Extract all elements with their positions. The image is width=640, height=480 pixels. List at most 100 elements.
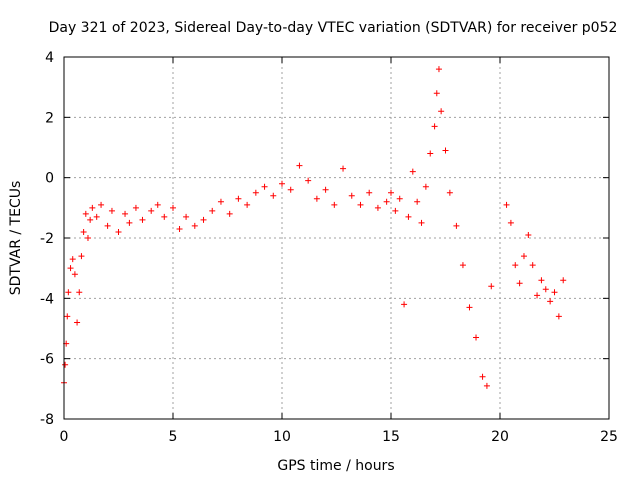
data-point [122,210,129,217]
y-tick-label: 2 [45,110,54,126]
data-point [71,271,78,278]
data-point [226,210,233,217]
data-point [82,210,89,217]
data-point [217,198,224,205]
data-point [435,66,442,73]
y-tick-label: -4 [40,291,54,307]
data-point [422,183,429,190]
data-point [252,189,259,196]
data-point [396,195,403,202]
data-point [534,292,541,299]
x-tick-label: 20 [491,429,509,445]
x-axis-label: GPS time / hours [277,458,394,474]
data-point [76,289,83,296]
data-point [183,213,190,220]
data-point [313,195,320,202]
data-point [64,313,71,320]
data-point [287,186,294,193]
data-point [483,382,490,389]
data-point [547,298,554,305]
data-point [331,201,338,208]
data-point [433,90,440,97]
data-point [84,235,91,241]
data-point [115,228,122,235]
data-point [191,222,198,229]
data-point [98,201,105,208]
data-point [132,204,139,211]
chart-title: Day 321 of 2023, Sidereal Day-to-day VTE… [49,20,618,36]
data-point [366,189,373,196]
data-point [279,180,285,187]
data-point [154,201,161,208]
data-point [418,219,425,226]
data-point [466,304,473,311]
data-point [348,192,355,199]
data-point [176,225,183,232]
data-point [555,313,562,320]
data-point [401,301,408,308]
data-point [525,231,532,238]
data-point [74,319,81,326]
data-point [374,204,381,211]
data-point [503,201,510,208]
data-point [520,253,527,260]
data-point [67,265,74,272]
data-point [78,253,85,260]
x-tick-label: 15 [382,429,400,445]
data-point [479,373,486,380]
data-point [453,222,460,229]
data-points [61,66,567,389]
data-point [104,222,111,229]
data-point [427,150,434,157]
data-point [392,207,399,214]
data-point [459,262,466,269]
data-point [209,207,216,214]
data-point [560,277,567,284]
data-point [431,123,438,130]
data-point [296,162,303,169]
data-point [340,165,347,172]
x-tick-label: 10 [273,429,291,445]
data-point [148,207,155,214]
data-point [542,286,549,293]
data-point [383,198,390,205]
y-axis-label: SDTVAR / TECUs [8,181,24,296]
data-point [538,277,545,284]
data-point [89,204,96,211]
data-point [200,216,207,223]
data-point [322,186,329,193]
data-point [126,219,133,226]
plot-frame [63,56,610,420]
data-point [438,108,445,115]
y-tick-label: -8 [40,412,54,428]
grid-lines [64,57,609,419]
data-point [170,204,176,211]
data-point [488,283,495,290]
x-tick-label: 25 [600,429,618,445]
data-point [161,213,168,220]
data-point [405,213,412,220]
data-point [414,198,421,205]
data-point [270,192,277,199]
data-point [235,195,242,202]
data-point [87,216,94,223]
data-point [473,334,480,341]
data-point [507,219,514,226]
data-point [244,201,251,208]
data-point [305,177,312,184]
data-point [93,213,100,220]
x-tick-label: 5 [169,429,178,445]
data-point [529,262,536,269]
data-point [442,147,449,154]
data-point [388,189,394,196]
x-tick-labels: 0 5 10 15 20 25 [60,429,618,445]
data-point [80,228,87,235]
data-point [409,168,416,175]
data-point [62,361,69,368]
data-point [357,201,364,208]
data-point [108,207,115,214]
y-tick-label: 4 [45,50,54,66]
data-point [512,262,519,269]
data-point [516,280,523,287]
